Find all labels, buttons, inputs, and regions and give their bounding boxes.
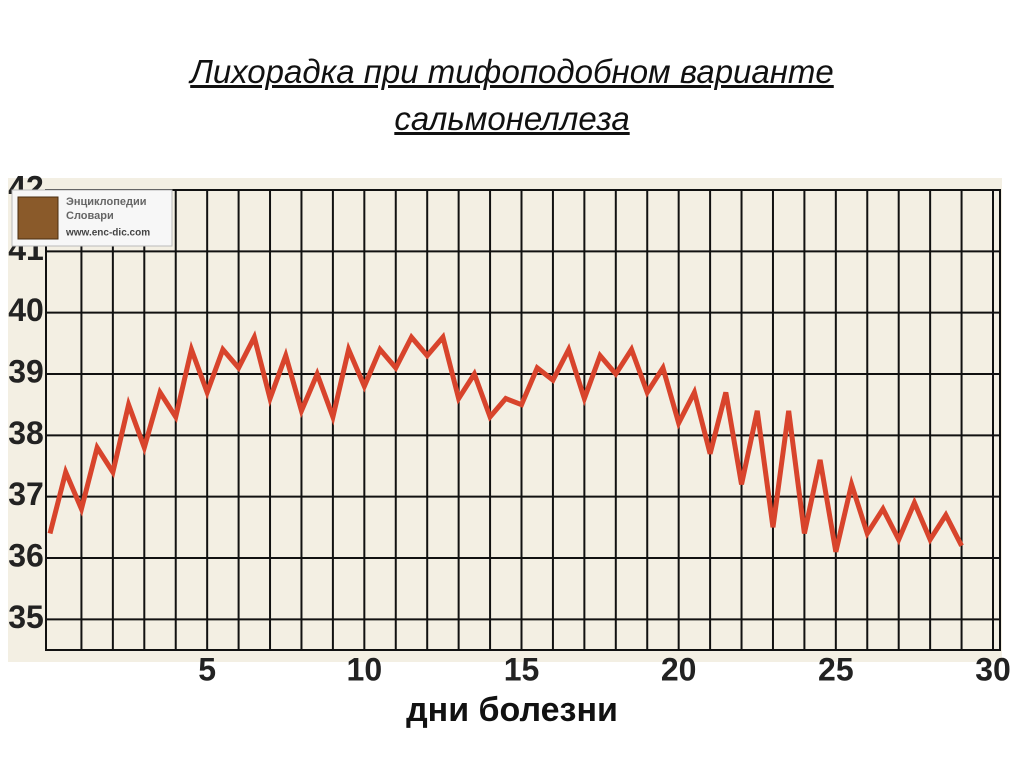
watermark-text: Словари — [66, 210, 114, 222]
temperature-line — [47, 330, 964, 553]
x-tick-label: 15 — [504, 651, 540, 687]
watermark: Энциклопедии Словари www.enc-dic.com — [11, 189, 173, 247]
x-tick-label: 20 — [661, 651, 697, 687]
watermark-text: www.enc-dic.com — [65, 228, 150, 239]
y-tick-label: 39 — [8, 353, 44, 389]
x-tick-label: 30 — [975, 651, 1011, 687]
x-axis-label: дни болезни — [406, 691, 618, 729]
y-tick-label: 35 — [8, 599, 44, 635]
chart-title: Лихорадка при тифоподобном варианте саль… — [190, 53, 834, 137]
y-tick-label: 37 — [8, 476, 44, 512]
x-tick-label: 25 — [818, 651, 854, 687]
y-tick-label: 38 — [8, 415, 44, 451]
y-tick-label: 40 — [8, 292, 44, 328]
x-tick-label: 10 — [347, 651, 383, 687]
y-tick-label: 36 — [8, 537, 44, 573]
x-tick-label: 5 — [198, 651, 216, 687]
watermark-icon — [17, 196, 59, 240]
watermark-text: Энциклопедии — [66, 196, 146, 208]
